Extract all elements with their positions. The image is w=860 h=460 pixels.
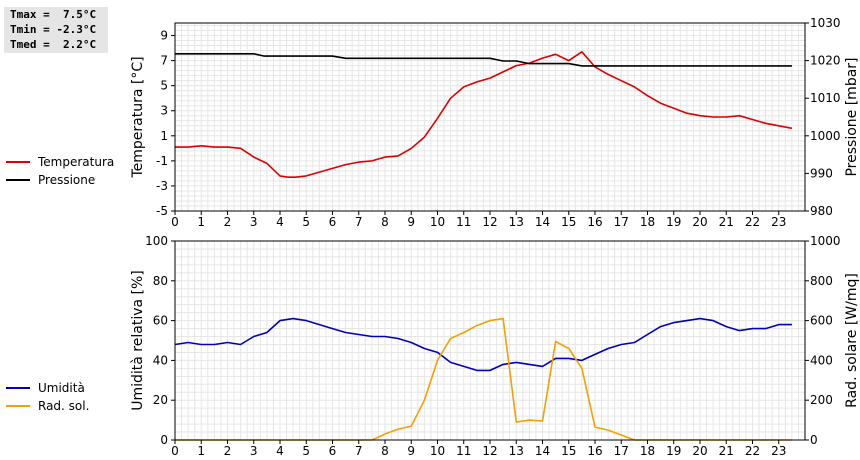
y-tick-label: -5 <box>156 204 168 218</box>
x-tick-label: 14 <box>535 444 550 458</box>
x-tick-label: 7 <box>355 215 363 229</box>
y-tick-label: 80 <box>153 274 168 288</box>
x-tick-label: 10 <box>430 215 445 229</box>
series-line-umidit <box>174 317 792 372</box>
y-tick-label: 20 <box>153 393 168 407</box>
x-tick-label: 2 <box>224 215 232 229</box>
x-tick-label: 19 <box>666 444 681 458</box>
series-line-pressione <box>175 52 792 67</box>
x-tick-label: 23 <box>771 215 786 229</box>
legend-label-radsol: Rad. sol. <box>38 399 89 413</box>
x-tick-label: 0 <box>171 215 179 229</box>
x-tick-label: 4 <box>276 444 284 458</box>
x-tick-label: 13 <box>509 215 524 229</box>
legend-label-pressione: Pressione <box>38 173 95 187</box>
y-tick-label: 1 <box>160 129 168 143</box>
x-tick-label: 1 <box>197 444 205 458</box>
x-tick-label: 3 <box>250 444 258 458</box>
x-tick-label: 9 <box>407 215 415 229</box>
y-tick-label: -1 <box>156 154 168 168</box>
series-line-temperatura <box>175 50 793 178</box>
legend-label-umidit: Umidità <box>38 381 85 395</box>
x-tick-label: 4 <box>276 215 284 229</box>
x-tick-label: 6 <box>329 444 337 458</box>
x-tick-label: 1 <box>197 215 205 229</box>
stats-tmin: Tmin = -2.3°C <box>10 23 97 36</box>
x-tick-label: 9 <box>407 444 415 458</box>
chart-1 <box>6 22 809 215</box>
x-tick-label: 16 <box>587 444 602 458</box>
stats-tmax: Tmax = 7.5°C <box>10 8 97 21</box>
x-tick-label: 21 <box>719 215 734 229</box>
x-tick-label: 18 <box>640 215 655 229</box>
x-tick-label: 21 <box>719 444 734 458</box>
y2-tick-label: 800 <box>810 274 833 288</box>
y2-tick-label: 400 <box>810 353 833 367</box>
y2-tick-label: 1000 <box>810 129 841 143</box>
x-tick-label: 23 <box>771 444 786 458</box>
legend-label-temperatura: Temperatura <box>37 155 114 169</box>
y-axis-label: Umidità relativa [%] <box>130 270 146 411</box>
x-tick-label: 18 <box>640 444 655 458</box>
x-tick-label: 6 <box>329 215 337 229</box>
x-tick-label: 5 <box>302 444 310 458</box>
stats-box: Tmax = 7.5°C Tmin = -2.3°C Tmed = 2.2°C <box>4 7 108 53</box>
x-tick-label: 20 <box>692 215 707 229</box>
y-tick-label: 60 <box>153 314 168 328</box>
y2-tick-label: 990 <box>810 166 833 180</box>
x-tick-label: 8 <box>381 215 389 229</box>
x-tick-label: 2 <box>224 444 232 458</box>
x-tick-label: 13 <box>509 444 524 458</box>
y-tick-label: 9 <box>160 29 168 43</box>
y2-tick-label: 980 <box>810 204 833 218</box>
y-tick-label: -3 <box>156 179 168 193</box>
x-tick-label: 12 <box>482 444 497 458</box>
x-tick-label: 22 <box>745 215 760 229</box>
y2-tick-label: 600 <box>810 314 833 328</box>
y2-tick-label: 0 <box>810 433 818 447</box>
x-tick-label: 0 <box>171 444 179 458</box>
y-tick-label: 5 <box>160 79 168 93</box>
y2-tick-label: 1000 <box>810 234 841 248</box>
y-tick-label: 40 <box>153 353 168 367</box>
x-tick-label: 16 <box>587 215 602 229</box>
y-tick-label: 0 <box>160 433 168 447</box>
y-tick-label: 3 <box>160 104 168 118</box>
x-tick-label: 11 <box>456 215 471 229</box>
chart-2 <box>6 240 809 444</box>
x-tick-label: 17 <box>614 215 629 229</box>
y-tick-label: 100 <box>145 234 168 248</box>
y2-axis-label: Pressione [mbar] <box>844 57 860 176</box>
x-tick-label: 12 <box>482 215 497 229</box>
x-tick-label: 11 <box>456 444 471 458</box>
y2-tick-label: 1030 <box>810 16 841 30</box>
stats-tmed: Tmed = 2.2°C <box>10 38 97 51</box>
x-tick-label: 14 <box>535 215 550 229</box>
y2-tick-label: 200 <box>810 393 833 407</box>
y-tick-label: 7 <box>160 54 168 68</box>
x-tick-label: 17 <box>614 444 629 458</box>
x-tick-label: 5 <box>302 215 310 229</box>
x-tick-label: 10 <box>430 444 445 458</box>
y2-tick-label: 1010 <box>810 91 841 105</box>
y-axis-label: Temperatura [°C] <box>130 56 146 178</box>
x-tick-label: 8 <box>381 444 389 458</box>
x-tick-label: 15 <box>561 215 576 229</box>
y2-tick-label: 1020 <box>810 54 841 68</box>
x-tick-label: 7 <box>355 444 363 458</box>
x-tick-label: 22 <box>745 444 760 458</box>
x-tick-label: 20 <box>692 444 707 458</box>
y2-axis-label: Rad. solare [W/mq] <box>844 273 860 408</box>
x-tick-label: 3 <box>250 215 258 229</box>
x-tick-label: 19 <box>666 215 681 229</box>
x-tick-label: 15 <box>561 444 576 458</box>
